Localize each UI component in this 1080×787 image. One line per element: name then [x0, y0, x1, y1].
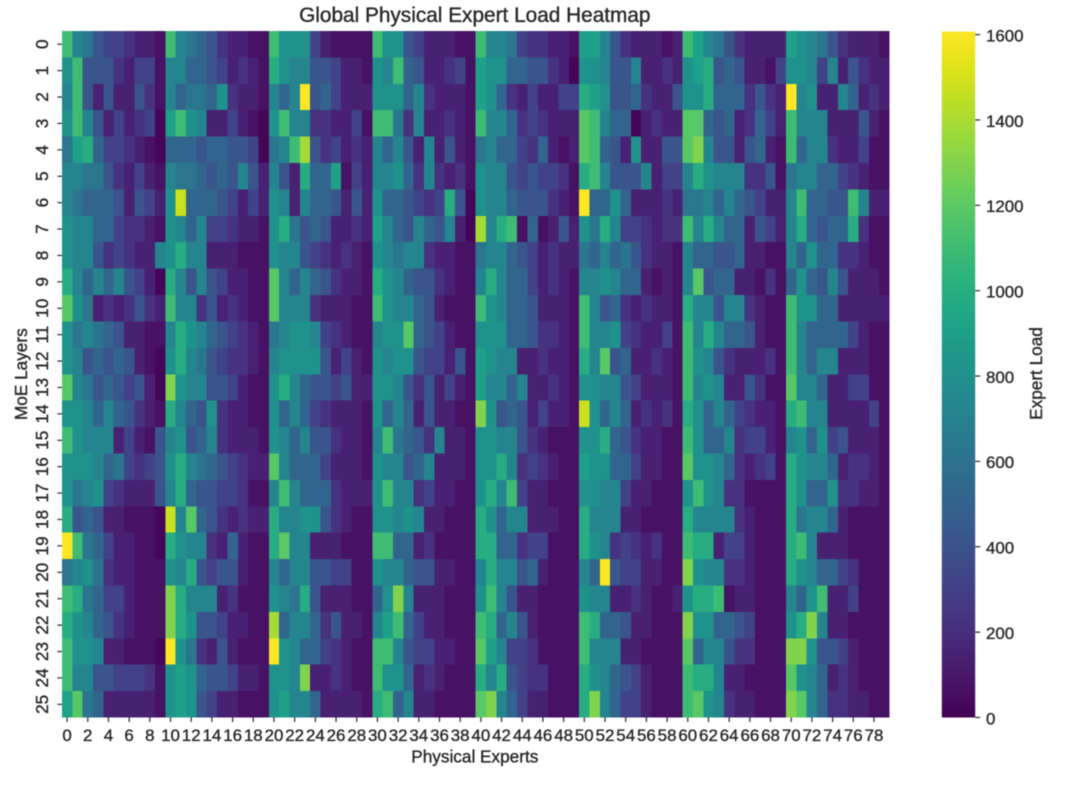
svg-text:0: 0	[32, 39, 52, 49]
svg-text:2: 2	[83, 726, 92, 745]
svg-text:1200: 1200	[986, 197, 1024, 216]
svg-text:22: 22	[285, 726, 304, 745]
svg-text:58: 58	[658, 726, 677, 745]
svg-text:54: 54	[616, 726, 635, 745]
svg-text:38: 38	[451, 726, 470, 745]
svg-text:8: 8	[145, 726, 154, 745]
svg-text:46: 46	[534, 726, 553, 745]
svg-text:44: 44	[513, 726, 532, 745]
svg-text:0: 0	[986, 709, 995, 728]
svg-text:12: 12	[32, 351, 52, 370]
svg-text:74: 74	[823, 726, 842, 745]
svg-text:4: 4	[104, 726, 113, 745]
svg-text:19: 19	[32, 536, 52, 555]
svg-text:78: 78	[865, 726, 884, 745]
svg-text:4: 4	[32, 145, 52, 155]
svg-text:52: 52	[596, 726, 615, 745]
svg-text:12: 12	[182, 726, 201, 745]
svg-text:1: 1	[32, 66, 52, 76]
svg-text:800: 800	[986, 368, 1014, 387]
svg-text:28: 28	[347, 726, 366, 745]
svg-text:50: 50	[575, 726, 594, 745]
svg-text:5: 5	[32, 171, 52, 181]
svg-text:15: 15	[32, 431, 52, 450]
svg-text:13: 13	[32, 378, 52, 397]
svg-text:24: 24	[306, 726, 325, 745]
svg-text:22: 22	[32, 616, 52, 635]
svg-text:16: 16	[32, 457, 52, 476]
svg-text:42: 42	[492, 726, 511, 745]
svg-text:1400: 1400	[986, 112, 1024, 131]
svg-text:14: 14	[32, 404, 52, 424]
svg-text:48: 48	[554, 726, 573, 745]
svg-text:24: 24	[32, 668, 52, 688]
svg-text:62: 62	[699, 726, 718, 745]
svg-text:7: 7	[32, 224, 52, 234]
svg-text:72: 72	[803, 726, 822, 745]
svg-text:21: 21	[32, 589, 52, 608]
svg-text:36: 36	[430, 726, 449, 745]
svg-text:1600: 1600	[986, 26, 1024, 45]
svg-text:11: 11	[32, 326, 52, 344]
svg-text:20: 20	[265, 726, 284, 745]
svg-text:23: 23	[32, 642, 52, 661]
svg-text:66: 66	[740, 726, 759, 745]
svg-text:Physical Experts: Physical Experts	[411, 747, 538, 767]
svg-text:20: 20	[32, 563, 52, 582]
svg-text:MoE Layers: MoE Layers	[11, 328, 31, 420]
svg-text:10: 10	[32, 299, 52, 318]
svg-text:14: 14	[203, 726, 222, 745]
svg-text:18: 18	[244, 726, 263, 745]
svg-text:Global Physical Expert Load He: Global Physical Expert Load Heatmap	[299, 4, 650, 27]
svg-text:400: 400	[986, 539, 1014, 558]
svg-text:60: 60	[678, 726, 697, 745]
svg-text:3: 3	[32, 119, 52, 129]
svg-text:68: 68	[761, 726, 780, 745]
svg-text:18: 18	[32, 510, 52, 529]
svg-text:200: 200	[986, 624, 1014, 643]
svg-text:6: 6	[124, 726, 133, 745]
svg-text:30: 30	[368, 726, 387, 745]
svg-text:6: 6	[32, 198, 52, 208]
svg-text:Expert Load: Expert Load	[1026, 327, 1046, 420]
svg-text:0: 0	[62, 726, 71, 745]
svg-text:1000: 1000	[986, 282, 1024, 301]
svg-text:26: 26	[327, 726, 346, 745]
svg-text:2: 2	[32, 92, 52, 102]
svg-text:64: 64	[720, 726, 739, 745]
svg-text:9: 9	[32, 277, 52, 287]
svg-text:10: 10	[161, 726, 180, 745]
svg-text:56: 56	[637, 726, 656, 745]
svg-text:25: 25	[32, 695, 52, 714]
svg-text:32: 32	[389, 726, 408, 745]
svg-text:600: 600	[986, 453, 1014, 472]
svg-text:70: 70	[782, 726, 801, 745]
svg-text:34: 34	[409, 726, 428, 745]
svg-text:16: 16	[223, 726, 242, 745]
svg-text:8: 8	[32, 251, 52, 261]
svg-text:17: 17	[32, 484, 52, 503]
svg-text:76: 76	[844, 726, 863, 745]
svg-text:40: 40	[471, 726, 490, 745]
